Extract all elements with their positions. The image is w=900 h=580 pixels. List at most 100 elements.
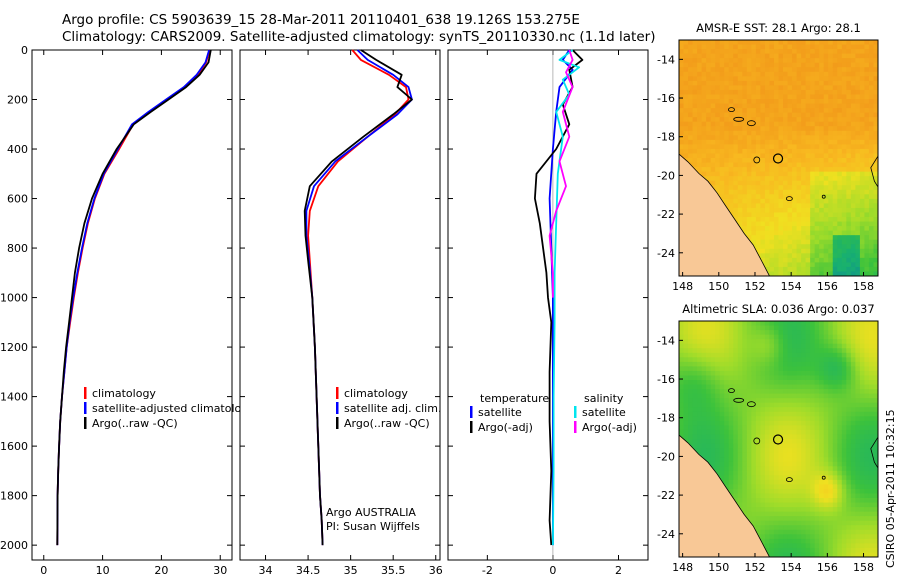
salinity-panel: 3434.53535.536salinityclimatologysatelli…	[239, 49, 443, 580]
sst-grid-cell	[819, 203, 825, 209]
sla-grid-cell	[864, 552, 870, 557]
sla-grid-cell	[773, 420, 780, 426]
sla-grid-cell	[796, 429, 802, 436]
sst-grid-cell	[814, 130, 820, 136]
sst-grid-cell	[837, 67, 843, 73]
salinity-legend-label: climatology	[344, 387, 408, 400]
sla-grid-cell	[751, 370, 757, 377]
sst-grid-cell	[841, 239, 847, 245]
sst-grid-cell	[814, 253, 820, 259]
sst-grid-cell	[724, 53, 730, 59]
sla-grid-cell	[769, 393, 775, 399]
sla-grid-cell	[728, 366, 734, 372]
sst-grid-cell	[706, 130, 712, 136]
sst-grid-cell	[873, 126, 878, 132]
sst-grid-cell	[864, 271, 870, 276]
sst-grid-cell	[873, 99, 878, 105]
sla-grid-cell	[810, 407, 816, 413]
sst-grid-cell	[787, 198, 793, 204]
sla-grid-cell	[832, 475, 838, 481]
sst-grid-cell	[846, 226, 852, 232]
sst-grid-cell	[832, 239, 838, 245]
sla-grid-cell	[683, 384, 689, 390]
sla-grid-cell	[873, 529, 878, 535]
sst-grid-cell	[864, 40, 870, 46]
sst-grid-cell	[801, 76, 807, 82]
sst-grid-cell	[688, 40, 694, 46]
sla-grid-cell	[868, 525, 875, 531]
sst-grid-cell	[688, 135, 694, 141]
sst-grid-cell	[792, 94, 798, 100]
sla-grid-cell	[742, 393, 748, 399]
sst-lat-label: -22	[657, 208, 675, 221]
sst-grid-cell	[819, 71, 825, 77]
sst-grid-cell	[719, 162, 725, 168]
sst-grid-cell	[846, 167, 852, 173]
sst-grid-cell	[783, 153, 789, 159]
sla-grid-cell	[679, 339, 685, 345]
sst-grid-cell	[787, 112, 793, 118]
sst-grid-cell	[751, 103, 757, 109]
sla-grid-cell	[855, 429, 861, 436]
sst-grid-cell	[787, 44, 793, 50]
sla-grid-cell	[751, 416, 757, 422]
sst-grid-cell	[873, 271, 878, 276]
sla-grid-cell	[773, 384, 780, 390]
sla-grid-cell	[715, 429, 721, 436]
sla-grid-cell	[697, 361, 703, 367]
sla-grid-cell	[778, 543, 784, 549]
sla-grid-cell	[710, 370, 716, 377]
sst-grid-cell	[710, 148, 716, 155]
sst-grid-cell	[810, 121, 816, 127]
sst-grid-cell	[760, 244, 766, 250]
sst-grid-cell	[701, 153, 707, 159]
sla-grid-cell	[783, 375, 789, 381]
sst-grid-cell	[805, 185, 811, 191]
sla-grid-cell	[801, 375, 807, 381]
sla-grid-cell	[683, 325, 689, 331]
sla-grid-cell	[733, 375, 739, 381]
sst-grid-cell	[796, 176, 802, 182]
sst-grid-cell	[773, 248, 780, 254]
sst-grid-cell	[755, 248, 762, 254]
sst-grid-cell	[855, 148, 861, 155]
temperature-panel: 0102030temperature0200400600800100012001…	[0, 44, 255, 580]
sst-grid-cell	[823, 221, 829, 227]
sst-grid-cell	[706, 148, 712, 155]
sla-grid-cell	[715, 384, 721, 390]
sla-grid-cell	[692, 348, 698, 354]
sla-grid-cell	[773, 357, 780, 363]
sla-grid-cell	[724, 384, 730, 390]
sla-grid-cell	[792, 429, 798, 436]
sst-grid-cell	[751, 117, 757, 123]
sst-grid-cell	[683, 126, 689, 132]
sla-grid-cell	[760, 339, 766, 345]
sst-grid-cell	[764, 194, 771, 200]
sst-grid-cell	[783, 49, 789, 55]
sla-grid-cell	[746, 325, 752, 331]
sst-grid-cell	[796, 62, 802, 68]
sst-grid-cell	[823, 176, 829, 182]
sst-grid-cell	[796, 262, 802, 268]
sst-field	[679, 40, 878, 276]
sla-grid-cell	[769, 420, 775, 426]
sst-grid-cell	[864, 194, 870, 200]
sla-grid-cell	[796, 475, 802, 481]
sst-grid-cell	[719, 112, 725, 118]
sla-grid-cell	[764, 325, 771, 331]
sla-grid-cell	[751, 457, 757, 463]
sla-grid-cell	[764, 366, 771, 372]
sst-grid-cell	[751, 71, 757, 77]
sla-grid-cell	[778, 443, 784, 449]
sla-grid-cell	[850, 411, 856, 417]
sst-grid-cell	[683, 49, 689, 55]
sst-grid-cell	[719, 44, 725, 50]
sst-grid-cell	[697, 112, 703, 118]
sla-grid-cell	[801, 434, 807, 440]
sla-grid-cell	[850, 352, 856, 358]
sla-grid-cell	[801, 547, 807, 554]
sst-grid-cell	[846, 135, 852, 141]
sst-grid-cell	[760, 135, 766, 141]
sla-grid-cell	[724, 420, 730, 426]
sst-grid-cell	[841, 180, 847, 186]
